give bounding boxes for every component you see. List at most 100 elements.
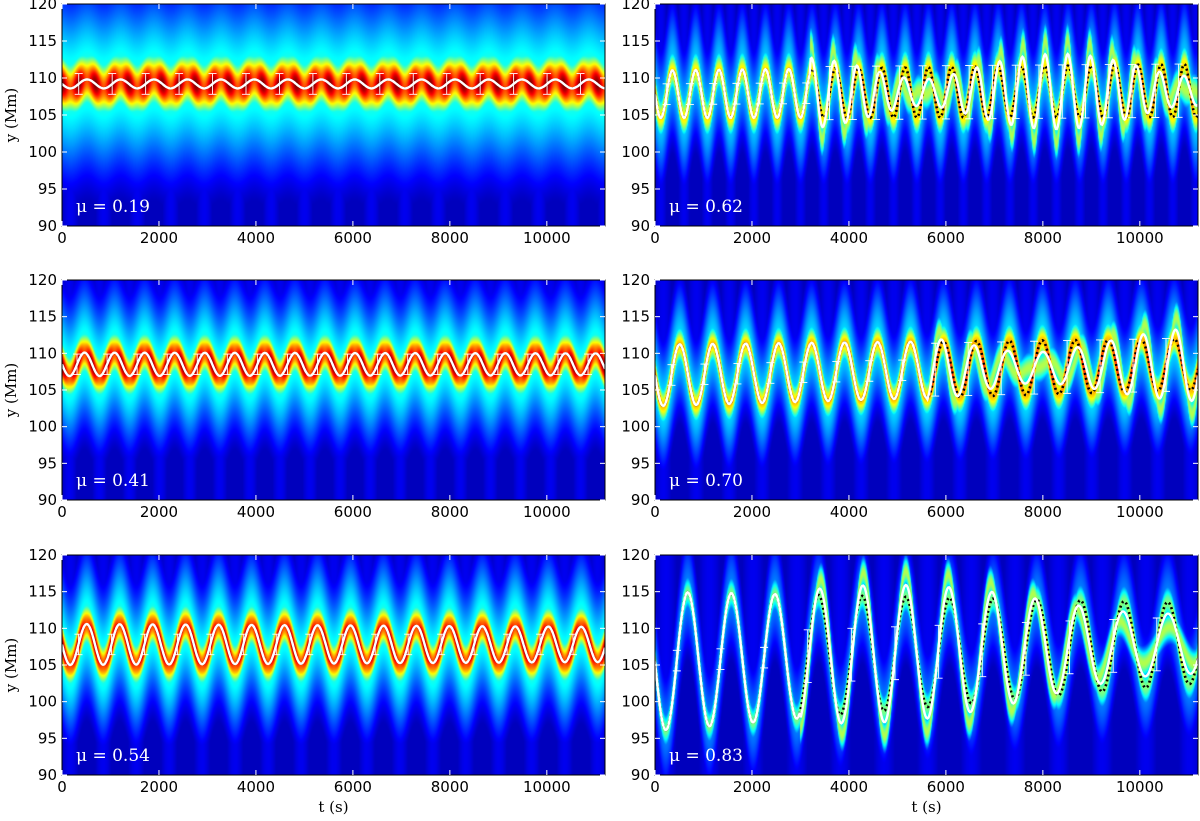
error-bar <box>685 83 694 105</box>
x-tick-label: 2000 <box>733 778 771 796</box>
error-bar <box>569 633 578 656</box>
error-bar <box>175 73 184 95</box>
error-bar <box>107 633 116 656</box>
error-bar <box>716 648 725 670</box>
x-tick-label: 8000 <box>1024 778 1062 796</box>
error-bar <box>523 353 532 376</box>
x-tick-label: 8000 <box>1024 503 1062 521</box>
x-tick-label: 4000 <box>237 229 275 247</box>
centroid-line <box>655 52 1198 131</box>
x-tick-label: 10000 <box>523 503 571 521</box>
error-bar <box>1152 617 1161 672</box>
x-tick-label: 0 <box>650 503 660 521</box>
x-tick-label: 6000 <box>927 229 965 247</box>
heatmap-image <box>655 555 1198 775</box>
panel-middle-right: 0 2000 4000 6000 8000 10000 90 95 100 105 110 115 12… <box>621 271 1199 521</box>
x-tick-label: 4000 <box>830 778 868 796</box>
error-bar <box>799 361 808 384</box>
error-bar <box>1058 64 1067 119</box>
error-bar <box>1151 63 1160 118</box>
error-bar <box>476 73 485 95</box>
error-bar <box>964 342 973 396</box>
error-bar <box>338 633 347 656</box>
error-bar <box>997 341 1006 396</box>
x-tick-label: 4000 <box>830 503 868 521</box>
y-axis-label: y (Mm) <box>2 638 20 694</box>
error-bar <box>1011 64 1020 119</box>
error-bar <box>672 649 681 672</box>
mu-label: μ = 0.54 <box>76 746 150 766</box>
y-tick-label: 115 <box>621 583 650 601</box>
error-bar <box>847 627 856 682</box>
y-tick-label: 100 <box>621 693 650 711</box>
x-tick-label: 4000 <box>830 229 868 247</box>
error-bar <box>1021 621 1030 676</box>
error-bar <box>941 65 950 120</box>
y-tick-label: 110 <box>621 69 650 87</box>
error-bar <box>865 360 874 382</box>
panel-top-right: 0 2000 4000 6000 8000 10000 90 95 100 105 110 115 12… <box>621 0 1199 247</box>
error-bar <box>163 353 172 376</box>
error-bar <box>73 353 82 376</box>
error-bar <box>895 65 904 120</box>
y-tick-label: 105 <box>621 106 650 124</box>
error-bar <box>275 73 284 95</box>
error-bar <box>223 353 232 376</box>
error-bar <box>470 633 479 656</box>
error-bar <box>536 633 545 656</box>
panel-top-left: 0 2000 4000 6000 8000 10000 90 95 100 105 110 115 12… <box>2 0 606 247</box>
error-bar <box>1104 64 1113 119</box>
error-bar <box>133 353 142 376</box>
heatmap-image <box>655 4 1198 226</box>
centroid-line <box>655 583 1198 732</box>
y-axis-label: y (Mm) <box>2 363 20 419</box>
y-tick-label: 90 <box>38 217 57 235</box>
mu-label: μ = 0.41 <box>76 471 150 491</box>
x-tick-label: 10000 <box>1116 503 1164 521</box>
y-tick-label: 120 <box>621 271 650 289</box>
error-bar <box>343 353 352 376</box>
error-bar <box>283 353 292 376</box>
error-bar <box>931 342 940 397</box>
x-tick-label: 2000 <box>140 778 178 796</box>
y-tick-label: 110 <box>28 344 57 362</box>
error-bar <box>173 633 182 656</box>
y-tick-label: 110 <box>621 619 650 637</box>
error-bar <box>239 633 248 656</box>
error-bar <box>253 353 262 376</box>
error-bar <box>918 65 927 120</box>
x-tick-label: 6000 <box>334 229 372 247</box>
x-tick-label: 6000 <box>927 778 965 796</box>
error-bar <box>760 646 769 669</box>
y-tick-label: 105 <box>621 381 650 399</box>
y-tick-label: 100 <box>28 418 57 436</box>
error-bar <box>934 624 943 679</box>
error-bar <box>662 83 671 106</box>
y-tick-label: 95 <box>631 454 650 472</box>
centroid-line <box>62 351 605 378</box>
error-bar <box>576 73 585 95</box>
x-tick-label: 10000 <box>523 778 571 796</box>
error-bar <box>1162 338 1170 392</box>
y-tick-label: 115 <box>621 308 650 326</box>
error-bar <box>404 633 413 656</box>
y-tick-label: 105 <box>28 106 57 124</box>
x-tick-label: 6000 <box>334 503 372 521</box>
mu-label: μ = 0.83 <box>669 746 743 766</box>
y-tick-label: 110 <box>28 69 57 87</box>
x-tick-label: 10000 <box>523 229 571 247</box>
heatmap-image <box>655 280 1198 500</box>
x-tick-label: 8000 <box>1024 229 1062 247</box>
centroid-line <box>62 78 605 90</box>
y-tick-label: 95 <box>38 729 57 747</box>
y-tick-label: 90 <box>38 491 57 509</box>
mu-label: μ = 0.62 <box>669 197 743 217</box>
x-tick-label: 8000 <box>431 229 469 247</box>
y-tick-label: 110 <box>621 344 650 362</box>
error-bar <box>825 66 834 121</box>
error-bar <box>978 623 987 678</box>
y-tick-label: 115 <box>28 308 57 326</box>
x-tick-label: 0 <box>57 229 67 247</box>
y-tick-label: 95 <box>631 180 650 198</box>
